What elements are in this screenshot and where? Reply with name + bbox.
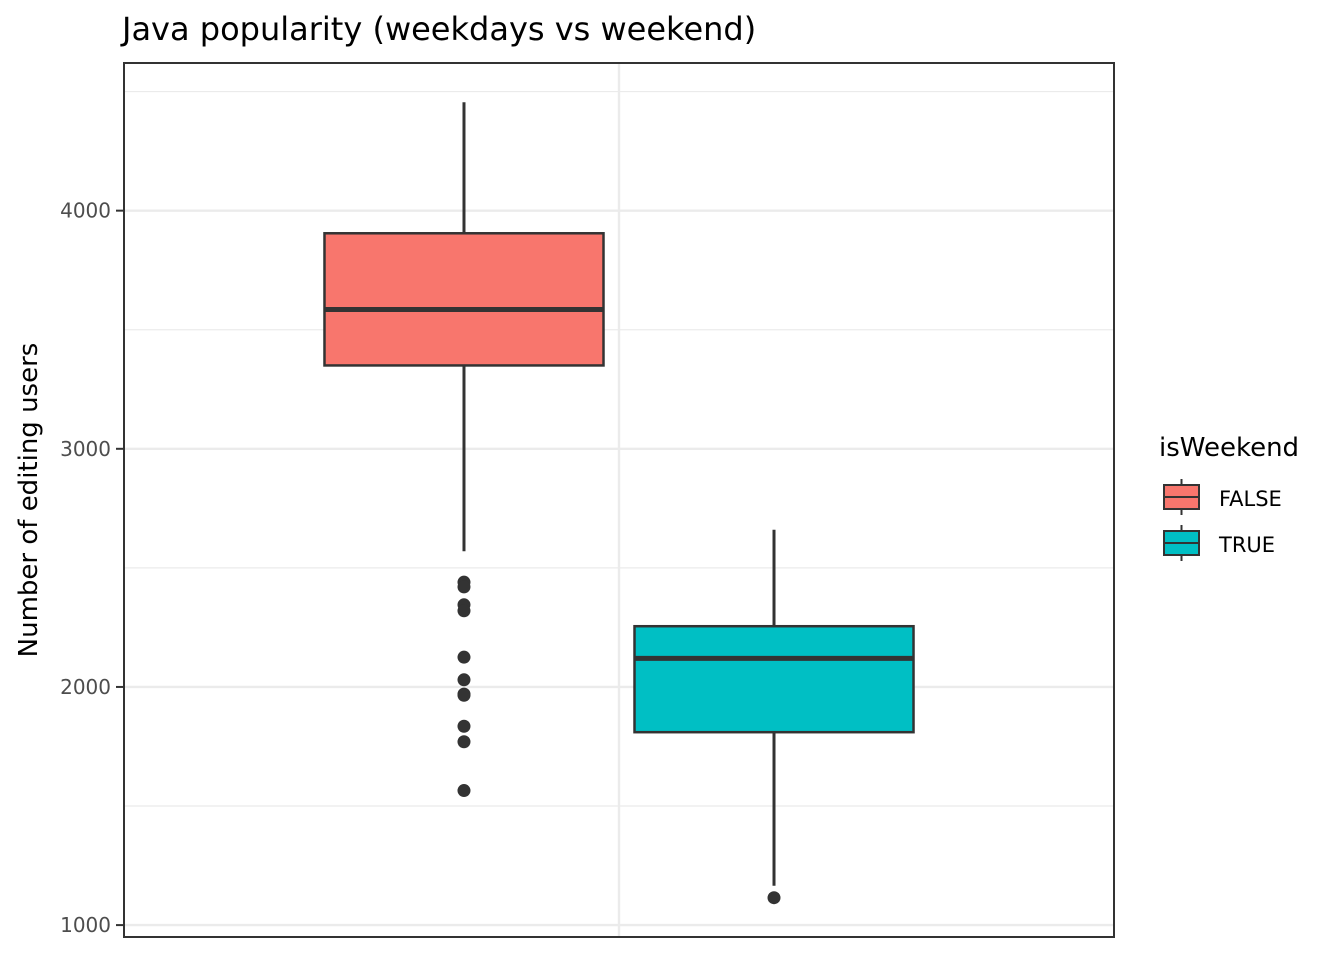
outlier-point <box>457 604 471 618</box>
y-axis: 1000 2000 3000 4000 <box>60 199 124 937</box>
legend-label: TRUE <box>1218 533 1275 557</box>
legend-item-false: FALSE <box>1163 479 1282 515</box>
box-iqr <box>633 624 915 734</box>
box-true <box>633 529 915 905</box>
outlier-point <box>457 580 471 594</box>
legend-item-true: TRUE <box>1163 525 1275 561</box>
outlier-point <box>457 719 471 733</box>
box-iqr <box>323 232 605 367</box>
plot-grid <box>124 63 1114 937</box>
outlier-point <box>457 673 471 687</box>
legend-title: isWeekend <box>1159 433 1299 463</box>
chart-title: Java popularity (weekdays vs weekend) <box>120 10 756 48</box>
y-tick-label: 3000 <box>60 437 111 461</box>
legend-label: FALSE <box>1219 487 1282 511</box>
outlier-point <box>457 688 471 702</box>
y-tick-label: 4000 <box>60 199 111 223</box>
outlier-point <box>767 891 781 905</box>
boxplot-layer <box>323 102 915 905</box>
plot-panel-border <box>123 62 1115 938</box>
outlier-point <box>457 735 471 749</box>
outlier-point <box>457 784 471 798</box>
legend: isWeekend FALSE TRUE <box>1159 433 1299 561</box>
y-tick-label: 2000 <box>60 675 111 699</box>
y-tick-label: 1000 <box>60 913 111 937</box>
box-false <box>323 102 605 798</box>
y-axis-label: Number of editing users <box>14 343 44 658</box>
outlier-point <box>457 650 471 664</box>
